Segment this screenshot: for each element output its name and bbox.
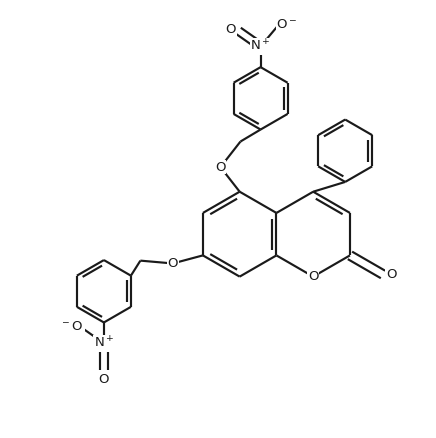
Text: $^-$O: $^-$O <box>61 320 84 333</box>
Text: O: O <box>99 373 109 386</box>
Text: O: O <box>167 257 178 270</box>
Text: O: O <box>225 23 236 36</box>
Text: O: O <box>386 268 396 281</box>
Text: N$^+$: N$^+$ <box>94 336 114 351</box>
Text: O$^-$: O$^-$ <box>276 18 297 31</box>
Text: O: O <box>308 270 318 283</box>
Text: O: O <box>215 161 226 173</box>
Text: N$^+$: N$^+$ <box>250 39 271 54</box>
